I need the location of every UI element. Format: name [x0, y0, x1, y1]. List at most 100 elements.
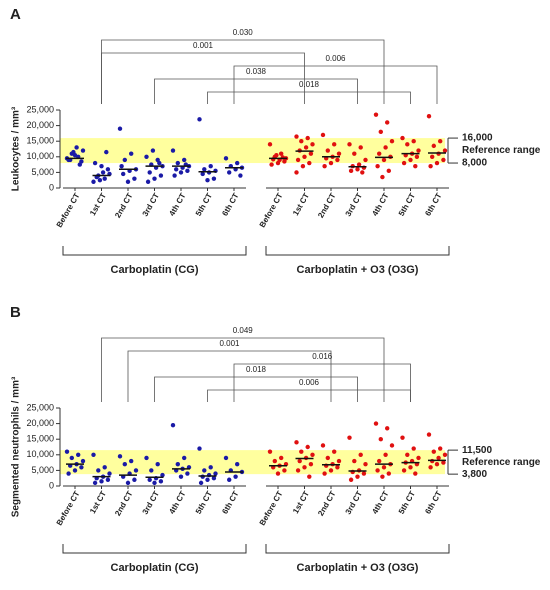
data-point	[307, 160, 312, 166]
data-point	[66, 471, 71, 476]
data-point	[347, 435, 352, 440]
comparison-bracket	[154, 376, 358, 402]
data-point	[385, 426, 390, 431]
data-point	[99, 163, 104, 169]
data-point	[363, 157, 368, 163]
data-point	[438, 446, 443, 451]
data-point	[400, 135, 405, 141]
data-point	[158, 479, 164, 484]
x-tick-label: 3rd CT	[344, 489, 365, 516]
x-tick-label: 5th CT	[397, 191, 417, 217]
data-point	[413, 471, 418, 476]
comparison-bracket	[101, 337, 385, 402]
panel: A 16,000 8,000 Reference range 0 5,000 10,000 1…	[10, 6, 541, 276]
data-point	[182, 157, 187, 163]
data-point	[269, 162, 274, 167]
data-point	[378, 437, 383, 442]
comparison-bracket	[207, 389, 411, 402]
p-value: 0.049	[233, 326, 254, 335]
data-point	[358, 145, 363, 150]
data-point	[328, 160, 334, 166]
data-point	[297, 458, 302, 464]
data-point	[305, 444, 310, 450]
reference-label: Reference range	[462, 457, 541, 468]
data-point	[310, 452, 315, 457]
data-point	[122, 157, 128, 163]
p-value: 0.016	[312, 352, 333, 361]
data-point	[202, 167, 207, 172]
x-tick-label: 4th CT	[167, 191, 187, 217]
data-point	[305, 135, 310, 141]
p-value: 0.006	[299, 378, 320, 387]
data-point	[117, 454, 123, 459]
y-tick-label: 10,000	[26, 151, 54, 161]
data-point	[332, 142, 337, 147]
group-bracket	[62, 246, 247, 256]
data-point	[74, 145, 79, 150]
data-point	[105, 477, 111, 482]
data-point	[102, 176, 107, 181]
data-point	[380, 174, 385, 180]
data-point	[200, 171, 205, 177]
data-point	[102, 465, 107, 470]
data-point	[385, 120, 390, 125]
data-point	[401, 160, 407, 166]
data-point	[434, 160, 440, 166]
data-point	[157, 160, 162, 166]
y-tick-label: 20,000	[26, 418, 54, 428]
data-point	[426, 432, 432, 437]
data-point	[144, 154, 149, 159]
x-tick-label: 4th CT	[370, 489, 390, 515]
data-point	[125, 480, 131, 486]
p-value: 0.030	[233, 28, 254, 37]
data-point	[208, 465, 213, 470]
data-point	[152, 176, 157, 181]
data-point	[335, 157, 340, 163]
data-point	[238, 173, 243, 178]
data-point	[322, 163, 327, 169]
data-point	[205, 477, 210, 482]
data-point	[441, 157, 446, 163]
data-point	[386, 168, 391, 174]
data-point	[122, 461, 128, 467]
data-point	[77, 162, 83, 167]
data-point	[96, 468, 101, 473]
data-point	[132, 176, 137, 181]
data-point	[405, 142, 410, 147]
data-point	[182, 455, 187, 461]
data-point	[347, 142, 352, 147]
data-point	[428, 465, 433, 470]
data-point	[175, 461, 180, 467]
data-point	[105, 167, 111, 172]
data-point	[348, 168, 354, 174]
data-point	[235, 160, 240, 166]
data-point	[132, 477, 137, 482]
data-point	[373, 112, 379, 117]
y-tick-label: 25,000	[26, 402, 54, 412]
data-point	[295, 468, 301, 473]
data-point	[442, 452, 448, 457]
x-tick-label: Before CT	[55, 191, 82, 229]
data-point	[267, 142, 273, 147]
data-point	[426, 114, 432, 119]
data-point	[100, 170, 106, 175]
data-point	[381, 465, 387, 470]
data-point	[147, 170, 152, 175]
data-point	[149, 468, 154, 473]
data-point	[302, 154, 307, 159]
data-point	[80, 148, 86, 153]
data-point	[411, 446, 416, 451]
data-point	[172, 173, 177, 178]
data-point	[272, 458, 277, 464]
data-point	[205, 178, 210, 183]
data-point	[133, 468, 139, 473]
data-point	[71, 149, 76, 155]
data-point	[129, 458, 134, 464]
data-point	[441, 460, 446, 465]
x-tick-label: 2nd CT	[113, 489, 134, 517]
x-tick-label: 5th CT	[194, 489, 214, 515]
data-point	[389, 139, 395, 144]
data-point	[336, 458, 342, 464]
